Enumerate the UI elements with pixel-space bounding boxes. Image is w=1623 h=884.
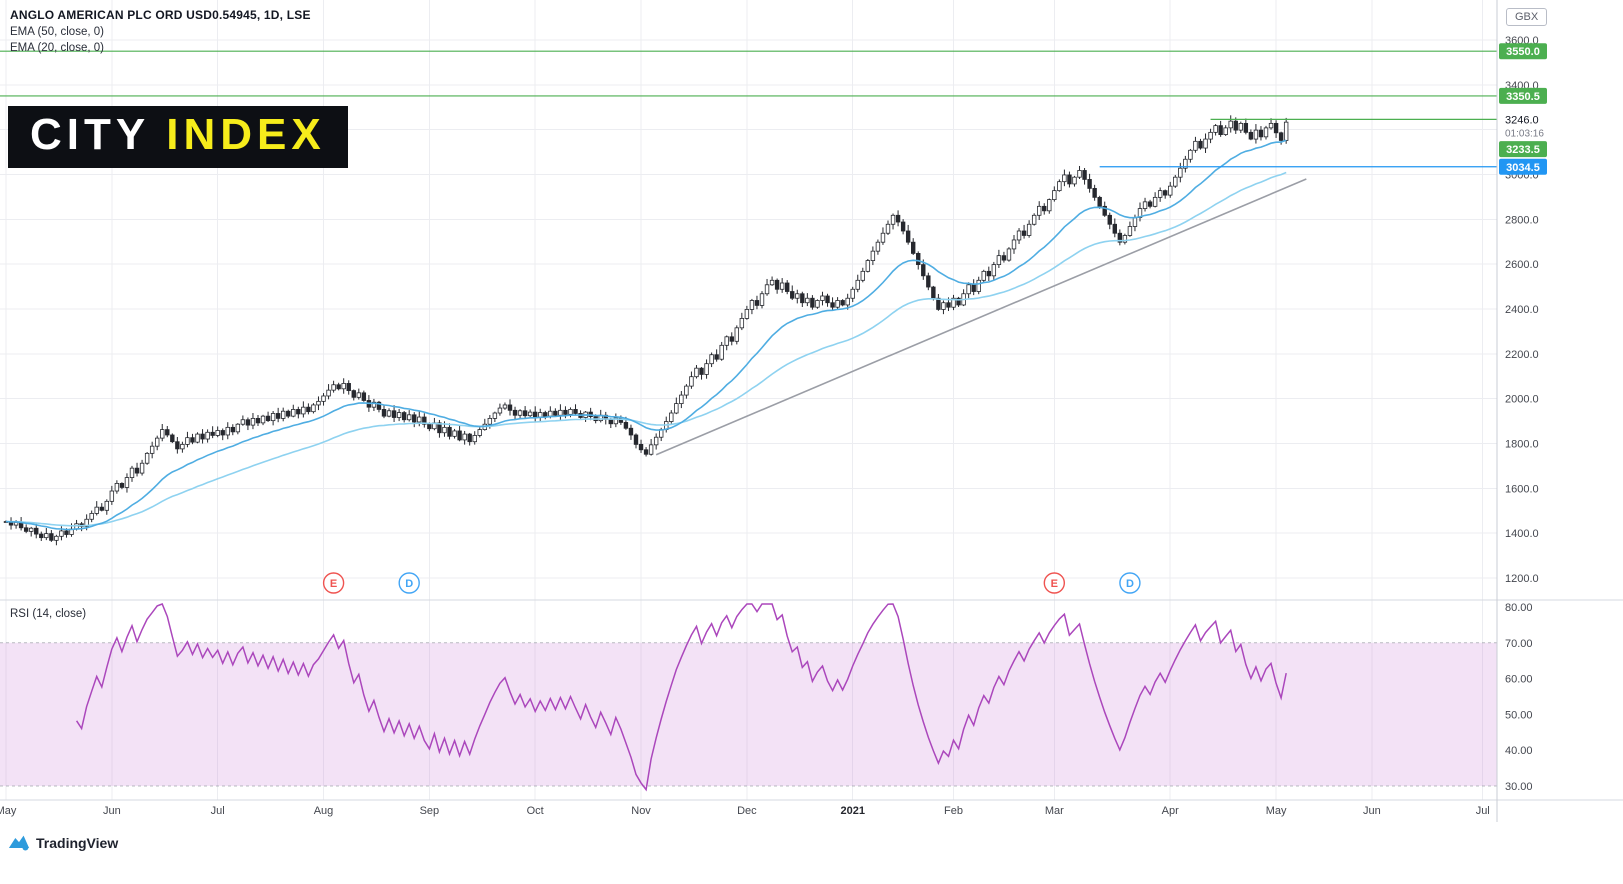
currency-unit-button[interactable]: GBX [1506,8,1548,26]
chart-legend: ANGLO AMERICAN PLC ORD USD0.54945, 1D, L… [10,8,311,54]
svg-text:Dec: Dec [737,805,757,817]
svg-text:30.00: 30.00 [1505,781,1533,793]
svg-text:Nov: Nov [631,805,651,817]
svg-text:Jun: Jun [1363,805,1381,817]
svg-text:Jun: Jun [103,805,121,817]
ema20-line[interactable] [5,139,1287,531]
svg-text:D: D [405,578,413,590]
svg-text:2600.0: 2600.0 [1505,259,1539,271]
svg-text:Jul: Jul [211,805,225,817]
earnings-marker[interactable]: E [1043,572,1066,594]
svg-text:50.00: 50.00 [1505,709,1533,721]
svg-text:2021: 2021 [840,805,864,817]
ema50-legend-label[interactable]: EMA (50, close, 0) [10,26,104,38]
svg-text:3350.5: 3350.5 [1506,91,1540,103]
dividend-marker[interactable]: D [1119,572,1141,594]
svg-text:3246.0: 3246.0 [1505,114,1539,126]
rsi-legend-label[interactable]: RSI (14, close) [10,608,87,620]
rsi-line[interactable] [75,603,1287,792]
svg-text:E: E [330,578,337,590]
trendline[interactable] [655,178,1307,456]
price-level-badges[interactable]: 3550.0 3350.5 3246.0 01:03:16 3233.5 3034.5 [1499,43,1547,175]
svg-text:Sep: Sep [420,805,440,817]
svg-text:1200.0: 1200.0 [1505,573,1539,585]
rsi-band [0,642,1497,786]
svg-text:80.00: 80.00 [1505,602,1533,614]
svg-text:1800.0: 1800.0 [1505,439,1539,451]
rsi-axis[interactable]: 80.00 70.00 60.00 50.00 40.00 30.00 [1505,602,1533,793]
svg-text:2800.0: 2800.0 [1505,214,1539,226]
time-axis[interactable]: May Jun Jul Aug Sep Oct Nov Dec 2021 Feb Mar Apr May… [0,805,1490,817]
ema20-legend-label[interactable]: EMA (20, close, 0) [10,42,104,54]
svg-text:Feb: Feb [944,805,963,817]
svg-text:1400.0: 1400.0 [1505,528,1539,540]
symbol-title[interactable]: ANGLO AMERICAN PLC ORD USD0.54945, 1D, L… [10,8,311,22]
dividend-marker[interactable]: D [398,572,420,594]
city-index-logo-city-text: CITY [30,110,151,159]
price-level-badge[interactable]: 3550.0 [1499,43,1547,60]
tradingview-attribution[interactable]: TradingView [8,832,118,854]
svg-text:3034.5: 3034.5 [1506,162,1540,174]
svg-text:40.00: 40.00 [1505,745,1533,757]
svg-text:May: May [1266,805,1287,817]
svg-text:Jul: Jul [1476,805,1490,817]
candles-layer [3,115,1289,546]
svg-text:2200.0: 2200.0 [1505,349,1539,361]
grid-lines [0,0,1497,800]
earnings-marker[interactable]: E [322,572,345,594]
tradingview-brand-label: TradingView [36,835,119,851]
svg-text:Oct: Oct [527,805,544,817]
svg-text:2400.0: 2400.0 [1505,304,1539,316]
svg-text:May: May [0,805,17,817]
city-index-logo: CITY INDEX [8,106,348,169]
svg-text:01:03:16: 01:03:16 [1505,128,1544,139]
svg-text:Apr: Apr [1162,805,1179,817]
tradingview-logo-icon [8,835,30,851]
last-price-badge[interactable]: 3233.5 [1499,141,1547,158]
ema50-line[interactable] [5,171,1287,527]
price-level-badge[interactable]: 3034.5 [1499,158,1547,175]
svg-text:E: E [1051,578,1058,590]
svg-text:70.00: 70.00 [1505,638,1533,650]
svg-text:3550.0: 3550.0 [1506,46,1540,58]
svg-text:1600.0: 1600.0 [1505,483,1539,495]
svg-text:3233.5: 3233.5 [1506,144,1540,156]
city-index-logo-index-text: INDEX [166,110,326,159]
svg-text:60.00: 60.00 [1505,674,1533,686]
svg-text:Mar: Mar [1045,805,1064,817]
svg-text:2000.0: 2000.0 [1505,394,1539,406]
price-level-badge[interactable]: 3350.5 [1499,87,1547,104]
svg-text:D: D [1126,578,1134,590]
svg-text:Aug: Aug [314,805,334,817]
